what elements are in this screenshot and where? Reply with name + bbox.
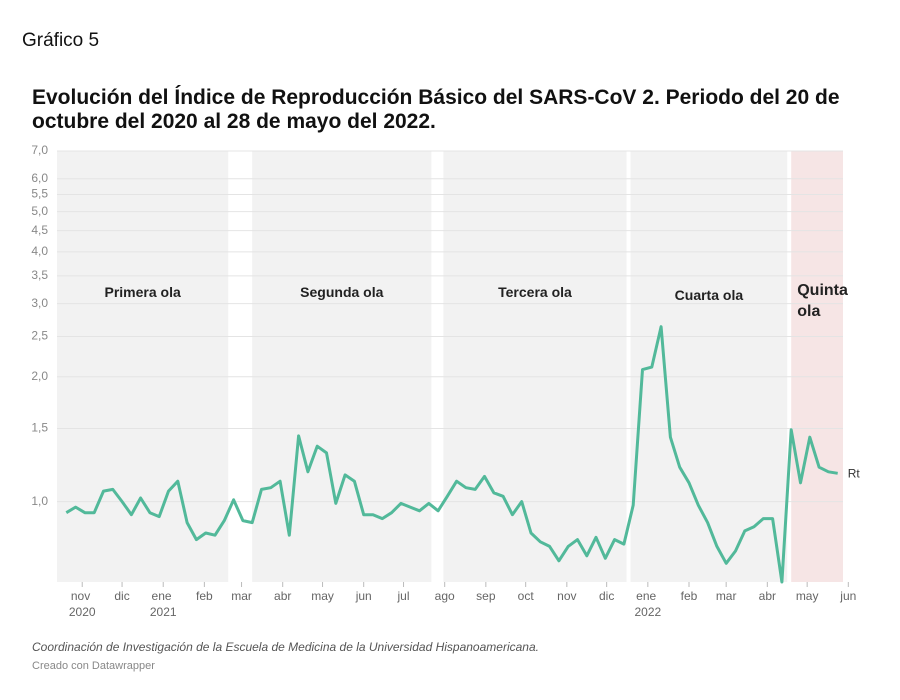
wave-label: Tercera ola — [498, 284, 572, 300]
y-tick-label: 4,5 — [31, 223, 48, 237]
y-tick-label: 3,5 — [31, 268, 48, 282]
x-tick-label: oct — [518, 589, 535, 603]
y-tick-label: 7,0 — [31, 143, 48, 157]
x-tick-label: sep — [476, 589, 496, 603]
x-tick-label: dic — [599, 589, 614, 603]
x-tick-label-line: abr — [274, 589, 291, 603]
x-tick-label-line: jul — [397, 589, 410, 603]
x-tick-label-line: feb — [196, 589, 213, 603]
wave-band — [791, 151, 843, 582]
x-tick-label-line: dic — [599, 589, 614, 603]
credit: Creado con Datawrapper — [32, 660, 155, 672]
chart-title: Evolución del Índice de Reproducción Bás… — [32, 86, 840, 133]
x-tick-label: nov 2020 — [69, 589, 96, 619]
x-tick-label-line: may — [311, 589, 334, 603]
wave-band — [57, 151, 229, 582]
x-tick-label-line: ene — [152, 589, 175, 603]
x-tick-label-line: dic — [114, 589, 129, 603]
y-tick-label: 6,0 — [31, 171, 48, 185]
x-tick-label-line: oct — [518, 589, 535, 603]
x-tick-label-line: feb — [681, 589, 698, 603]
x-tick-label: may — [311, 589, 334, 603]
x-tick-label-line: ene — [636, 589, 659, 603]
wave-label: Quinta ola — [797, 282, 848, 320]
y-tick-label: 2,5 — [31, 329, 48, 343]
x-tick-label: may — [796, 589, 819, 603]
x-tick-label: abr — [274, 589, 291, 603]
wave-label: Segunda ola — [300, 284, 384, 300]
x-tick-label: feb — [196, 589, 213, 603]
series-label: Rt — [848, 466, 861, 480]
x-tick-label: feb — [681, 589, 698, 603]
y-tick-label: 5,5 — [31, 187, 48, 201]
wave-band — [443, 151, 627, 582]
x-tick-label-line: 2021 — [150, 605, 177, 619]
x-tick-label-line: may — [796, 589, 819, 603]
x-tick-label: ene 2021 — [150, 589, 177, 619]
x-tick-label-line: ago — [435, 589, 455, 603]
x-tick-label-line: abr — [759, 589, 776, 603]
x-tick-label: dic — [114, 589, 129, 603]
x-tick-label-line: 2022 — [634, 605, 661, 619]
y-tick-label: 1,5 — [31, 421, 48, 435]
source-note: Coordinación de Investigación de la Escu… — [32, 640, 539, 654]
x-tick-label-line: jun — [839, 589, 856, 603]
wave-label: Cuarta ola — [674, 287, 744, 303]
x-tick-label: jun — [839, 589, 856, 603]
x-tick-label-line: nov — [71, 589, 94, 603]
x-tick-label-line: sep — [476, 589, 496, 603]
x-tick-label: mar — [231, 589, 252, 603]
x-tick-label-line: jun — [355, 589, 372, 603]
y-tick-label: 3,0 — [31, 296, 48, 310]
y-tick-label: 2,0 — [31, 369, 48, 383]
x-tick-label: ago — [435, 589, 455, 603]
y-tick-label: 1,0 — [31, 494, 48, 508]
x-tick-label: mar — [716, 589, 737, 603]
x-tick-label: jul — [397, 589, 410, 603]
wave-band — [630, 151, 788, 582]
series-line — [65, 325, 838, 584]
supertitle: Gráfico 5 — [22, 30, 100, 51]
y-tick-label: 5,0 — [31, 204, 48, 218]
x-tick-label-line: mar — [231, 589, 252, 603]
x-tick-label-line: nov — [557, 589, 576, 603]
wave-band — [252, 151, 432, 582]
wave-label: Primera ola — [104, 284, 181, 300]
x-tick-label: abr — [759, 589, 776, 603]
x-tick-label: ene 2022 — [634, 589, 661, 619]
x-tick-label: jun — [355, 589, 372, 603]
x-tick-label: nov — [557, 589, 576, 603]
x-tick-label-line: mar — [716, 589, 737, 603]
y-tick-label: 4,0 — [31, 244, 48, 258]
x-tick-label-line: 2020 — [69, 605, 96, 619]
